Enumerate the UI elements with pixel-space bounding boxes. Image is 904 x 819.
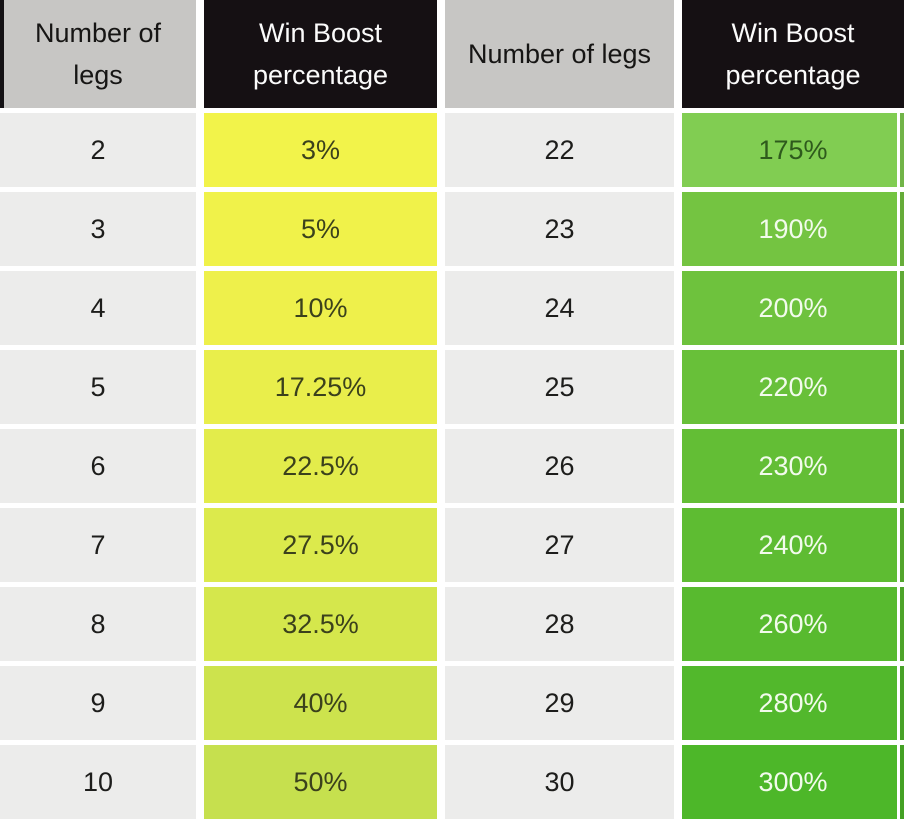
legs-cell-left: 4 bbox=[0, 271, 196, 345]
legs-cell-left: 8 bbox=[0, 587, 196, 661]
legs-cell-left: 2 bbox=[0, 113, 196, 187]
header-number-of-legs-left: Number of legs bbox=[0, 0, 196, 108]
header-win-boost-left: Win Boost percentage bbox=[204, 0, 437, 108]
header-number-of-legs-right: Number of legs bbox=[445, 0, 674, 108]
boost-cell-left: 32.5% bbox=[204, 587, 437, 661]
boost-cell-left: 5% bbox=[204, 192, 437, 266]
boost-cell-right: 200% bbox=[682, 271, 904, 345]
legs-cell-right: 25 bbox=[445, 350, 674, 424]
header-win-boost-right: Win Boost percentage bbox=[682, 0, 904, 108]
boost-cell-right: 175% bbox=[682, 113, 904, 187]
boost-cell-right: 230% bbox=[682, 429, 904, 503]
boost-cell-right: 190% bbox=[682, 192, 904, 266]
boost-cell-right: 260% bbox=[682, 587, 904, 661]
legs-cell-right: 28 bbox=[445, 587, 674, 661]
legs-cell-right: 24 bbox=[445, 271, 674, 345]
legs-cell-right: 23 bbox=[445, 192, 674, 266]
boost-cell-left: 3% bbox=[204, 113, 437, 187]
boost-cell-left: 40% bbox=[204, 666, 437, 740]
boost-cell-right: 300% bbox=[682, 745, 904, 819]
legs-cell-left: 3 bbox=[0, 192, 196, 266]
legs-cell-left: 7 bbox=[0, 508, 196, 582]
legs-cell-right: 30 bbox=[445, 745, 674, 819]
legs-cell-right: 26 bbox=[445, 429, 674, 503]
boost-cell-left: 27.5% bbox=[204, 508, 437, 582]
boost-cell-right: 240% bbox=[682, 508, 904, 582]
legs-cell-right: 27 bbox=[445, 508, 674, 582]
boost-cell-left: 10% bbox=[204, 271, 437, 345]
legs-cell-right: 22 bbox=[445, 113, 674, 187]
boost-cell-left: 17.25% bbox=[204, 350, 437, 424]
legs-cell-left: 10 bbox=[0, 745, 196, 819]
legs-cell-right: 29 bbox=[445, 666, 674, 740]
legs-cell-left: 5 bbox=[0, 350, 196, 424]
legs-cell-left: 9 bbox=[0, 666, 196, 740]
boost-cell-right: 280% bbox=[682, 666, 904, 740]
boost-cell-right: 220% bbox=[682, 350, 904, 424]
boost-cell-left: 22.5% bbox=[204, 429, 437, 503]
boost-cell-left: 50% bbox=[204, 745, 437, 819]
legs-cell-left: 6 bbox=[0, 429, 196, 503]
